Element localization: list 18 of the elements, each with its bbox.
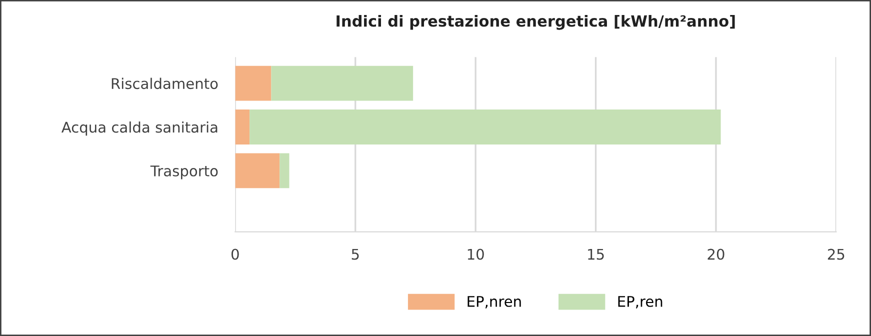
bar (235, 110, 250, 144)
x-tick-label: 25 (828, 248, 844, 260)
legend-label: EP,ren (618, 296, 662, 308)
bar (271, 66, 414, 101)
x-tick-label: 20 (708, 248, 724, 260)
legend-label: EP,nren (468, 296, 521, 308)
bar (250, 110, 721, 144)
bar (235, 66, 272, 101)
bar (280, 153, 290, 188)
y-tick-label: Riscaldamento (112, 78, 218, 90)
chart-title: Indici di prestazione energetica [kWh/m²anno] (336, 14, 735, 30)
x-tick-label: 10 (468, 248, 484, 260)
x-tick-label: 15 (588, 248, 604, 260)
bar (235, 153, 280, 188)
y-tick-label: Acqua calda sanitaria (62, 121, 218, 136)
x-tick-label: 0 (231, 248, 239, 260)
x-tick-label: 5 (352, 248, 359, 260)
y-tick-label: Trasporto (150, 166, 218, 180)
